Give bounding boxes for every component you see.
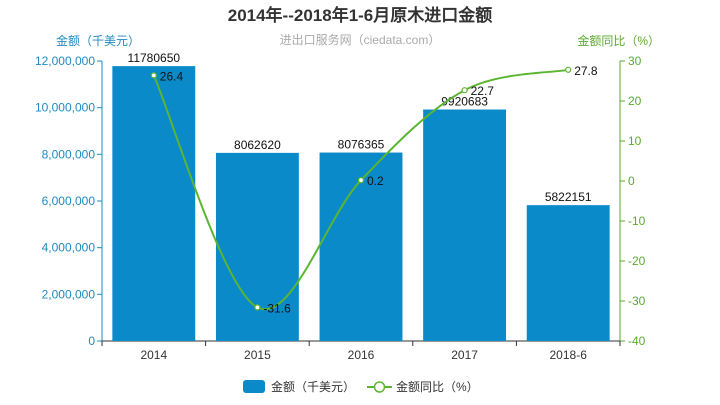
line-point <box>461 87 468 94</box>
line-data-label: -31.6 <box>263 301 291 315</box>
plot-area: 0 2,000,000 4,000,000 6,000,000 8,000,000 10,… <box>35 51 646 362</box>
chart-subtitle: 进出口服务网（ciedata.com） <box>280 32 441 47</box>
x-axis-tick-label: 2015 <box>244 348 271 362</box>
x-axis-tick-label: 2017 <box>451 348 478 362</box>
line-data-label: 26.4 <box>160 69 184 83</box>
bar <box>526 205 610 341</box>
bar-data-label: 8076365 <box>338 138 385 152</box>
line-point <box>254 304 261 311</box>
x-axis-tick-label: 2018-6 <box>550 348 588 362</box>
right-axis-tick-label: -30 <box>628 294 646 308</box>
right-axis-tick-label: 20 <box>628 94 642 108</box>
bar <box>112 66 196 341</box>
legend-bar-swatch <box>243 380 265 393</box>
line-data-label: 27.8 <box>574 64 598 78</box>
right-axis-tick-label: -20 <box>628 254 646 268</box>
left-axis-tick-label: 2,000,000 <box>42 287 96 301</box>
left-axis-tick-label: 10,000,000 <box>35 101 95 115</box>
left-axis-tick-label: 8,000,000 <box>42 147 96 161</box>
legend-line-label: 金额同比（%） <box>396 379 479 394</box>
left-axis-tick-label: 0 <box>88 334 95 348</box>
right-axis-label: 金额同比（%） <box>577 33 660 48</box>
line-data-label: 22.7 <box>471 84 495 98</box>
line-data-label: 0.2 <box>367 174 384 188</box>
line-point <box>357 177 365 184</box>
bar <box>423 109 507 341</box>
right-axis-tick-label: 30 <box>628 54 642 68</box>
bar-data-label: 8062620 <box>234 138 281 152</box>
bar-data-label: 11780650 <box>128 51 181 65</box>
bar-data-label: 5822151 <box>545 190 592 204</box>
right-axis-tick-label: -10 <box>628 214 646 228</box>
series-line <box>152 68 569 311</box>
x-axis-tick-label: 2014 <box>140 348 167 362</box>
line-point <box>565 66 572 73</box>
right-axis-tick-label: -40 <box>628 334 646 348</box>
bar <box>319 152 403 341</box>
legend-line-marker <box>373 381 386 393</box>
left-axis-label: 金额（千美元） <box>56 33 140 48</box>
chart-title: 2014年--2018年1-6月原木进口金额 <box>228 5 493 25</box>
x-axis-tick-label: 2016 <box>348 348 375 362</box>
left-axis-tick-label: 4,000,000 <box>42 241 96 255</box>
left-axis-tick-label: 6,000,000 <box>42 194 96 208</box>
right-axis-tick-label: 0 <box>628 174 635 188</box>
legend-bar-label: 金额（千美元） <box>271 379 355 394</box>
right-axis-tick-label: 10 <box>628 134 642 148</box>
left-axis-tick-label: 12,000,000 <box>35 54 95 68</box>
line-point <box>150 72 157 79</box>
legend[interactable]: 金额（千美元） 金额同比（%） <box>243 379 479 394</box>
